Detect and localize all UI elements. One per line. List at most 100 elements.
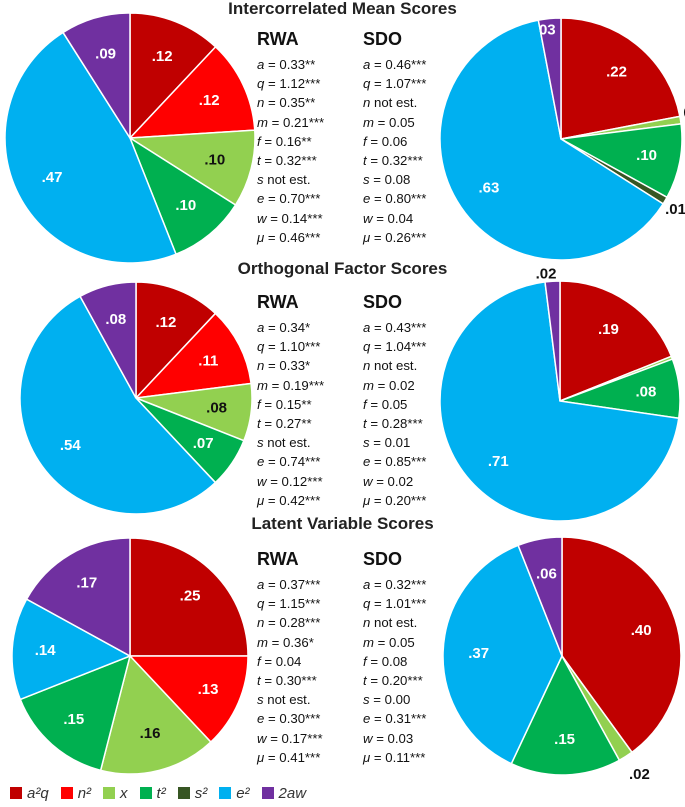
coefficient-line: n = 0.35** bbox=[257, 93, 324, 112]
coefficient-symbol: μ bbox=[257, 492, 265, 508]
pie-slice-a2q bbox=[135, 281, 217, 400]
coefficient-line: a = 0.37*** bbox=[257, 575, 323, 594]
pie-slice-2aw bbox=[61, 12, 131, 141]
coefficient-value: = 0.46*** bbox=[370, 57, 427, 72]
coefficient-symbol: e bbox=[363, 454, 371, 470]
pie-data-label: .06 bbox=[536, 566, 557, 583]
coefficient-symbol: s bbox=[257, 435, 264, 451]
pie-chart-orthogonal-sdo: .19 .08 .71 .02 bbox=[439, 266, 681, 522]
coefficient-line: s = 0.08 bbox=[363, 170, 426, 189]
coefficient-line: μ = 0.41*** bbox=[257, 748, 323, 767]
coefficient-value: = 0.41*** bbox=[264, 749, 321, 765]
pie-slice-2aw bbox=[517, 536, 563, 657]
legend-item-t2: t² bbox=[139, 785, 166, 802]
coefficient-value: = 0.11*** bbox=[370, 749, 426, 765]
pie-data-label: .12 bbox=[199, 92, 220, 109]
coefficient-line: e = 0.80*** bbox=[363, 189, 426, 208]
coefficient-symbol: w bbox=[363, 210, 373, 226]
coefficient-value: = 0.33** bbox=[264, 57, 316, 72]
coefficient-line: f = 0.05 bbox=[363, 395, 426, 414]
coefficient-line: t = 0.32*** bbox=[363, 151, 426, 170]
pie-data-label: .25 bbox=[180, 587, 201, 604]
coefficient-value: = 0.05 bbox=[366, 396, 408, 412]
coefficient-symbol: m bbox=[363, 377, 374, 393]
coefficient-value: = 0.85*** bbox=[370, 454, 427, 470]
coefficient-line: w = 0.02 bbox=[363, 472, 426, 491]
coefficient-line: m = 0.21*** bbox=[257, 113, 324, 132]
coefficient-line: t = 0.30*** bbox=[257, 671, 323, 690]
pie-slice-a2q bbox=[129, 12, 217, 140]
pie-data-label: .02 bbox=[629, 766, 650, 783]
coefficient-line: a = 0.46*** bbox=[363, 55, 426, 74]
coefficient-line: f = 0.16** bbox=[257, 132, 324, 151]
legend-item-a2q: a²q bbox=[10, 785, 49, 802]
coefficient-line: m = 0.36* bbox=[257, 633, 323, 652]
coefficient-symbol: μ bbox=[363, 492, 371, 508]
coefficient-symbol: f bbox=[257, 653, 261, 669]
coefficient-symbol: s bbox=[363, 692, 370, 708]
pie-data-label: .08 bbox=[206, 400, 227, 417]
coefficient-symbol: m bbox=[257, 114, 268, 130]
pie-slice-t2 bbox=[558, 122, 683, 199]
coefficient-value: = 0.80*** bbox=[370, 191, 427, 207]
coefficient-value: = 0.06 bbox=[366, 133, 408, 149]
coefficient-symbol: m bbox=[257, 377, 268, 393]
coefficient-value: not est. bbox=[263, 435, 311, 451]
coefficient-symbol: t bbox=[257, 416, 261, 432]
coefficient-symbol: e bbox=[363, 191, 371, 207]
coefficient-value: = 0.32*** bbox=[366, 153, 423, 169]
coefficient-value: = 0.31*** bbox=[370, 711, 427, 727]
coefficient-line: w = 0.17*** bbox=[257, 729, 323, 748]
sdo-header: SDO bbox=[363, 29, 403, 49]
legend: a²q n² x t² s² e² 2aw bbox=[10, 783, 318, 803]
pie-data-label: .11 bbox=[198, 353, 218, 370]
coefficient-symbol: t bbox=[257, 153, 261, 169]
coefficient-line: m = 0.02 bbox=[363, 376, 426, 395]
coefficient-symbol: n bbox=[363, 615, 371, 631]
coefficient-value: not est. bbox=[370, 358, 418, 374]
coefficient-symbol: q bbox=[363, 76, 371, 92]
legend-label: 2aw bbox=[278, 784, 307, 802]
coefficient-value: not est. bbox=[263, 172, 311, 188]
coefficient-symbol: t bbox=[363, 673, 367, 689]
coefficient-symbol: n bbox=[257, 95, 265, 111]
coefficient-line: n not est. bbox=[363, 93, 426, 112]
pie-slice-t2 bbox=[19, 654, 132, 772]
coef-block-intercorrelated-sdo: SDO a = 0.46*** q = 1.07*** n not est. m = 0… bbox=[363, 27, 426, 247]
coefficient-symbol: e bbox=[257, 711, 265, 727]
coefficient-line: a = 0.43*** bbox=[363, 318, 426, 337]
coefficient-line: n = 0.28*** bbox=[257, 613, 323, 632]
coefficient-line: μ = 0.42*** bbox=[257, 491, 324, 510]
pie-data-label: .12 bbox=[155, 314, 176, 331]
coefficient-value: not est. bbox=[370, 95, 418, 111]
coefficient-value: = 0.05 bbox=[374, 634, 415, 650]
coefficient-line: q = 1.12*** bbox=[257, 74, 324, 93]
coefficient-line: μ = 0.46*** bbox=[257, 228, 324, 247]
coefficient-value: = 0.20*** bbox=[370, 492, 427, 508]
coefficient-symbol: w bbox=[257, 210, 267, 226]
coefficient-value: = 0.32*** bbox=[370, 577, 427, 592]
coefficient-value: = 0.27** bbox=[260, 416, 312, 432]
legend-item-2aw: 2aw bbox=[261, 784, 307, 802]
coefficient-value: = 0.01 bbox=[369, 435, 411, 451]
legend-label: s² bbox=[194, 784, 208, 802]
rwa-header: RWA bbox=[257, 292, 299, 312]
coefficient-line: s not est. bbox=[257, 170, 324, 189]
coefficient-value: = 0.74*** bbox=[264, 454, 321, 470]
coefficient-symbol: w bbox=[257, 730, 267, 746]
pie-data-label: .71 bbox=[488, 453, 509, 470]
legend-item-s2: s² bbox=[177, 784, 208, 802]
legend-item-x: x bbox=[103, 785, 128, 802]
coefficient-line: s not est. bbox=[257, 690, 323, 709]
coef-block-intercorrelated-rwa: RWA a = 0.33** q = 1.12*** n = 0.35** m = 0.… bbox=[257, 27, 324, 247]
coefficient-line: w = 0.04 bbox=[363, 209, 426, 228]
pie-slice-e2 bbox=[19, 295, 217, 515]
legend-swatch bbox=[103, 787, 116, 799]
coefficient-line: a = 0.32*** bbox=[363, 575, 426, 594]
legend-swatch bbox=[177, 787, 190, 799]
coefficient-symbol: s bbox=[363, 435, 370, 451]
coefficient-symbol: m bbox=[257, 634, 268, 650]
coefficient-symbol: t bbox=[363, 153, 367, 169]
pie-slice-a2q bbox=[560, 17, 681, 140]
pie-chart-intercorrelated-sdo: .22 01 .10 .01 .63 03 bbox=[439, 17, 685, 261]
